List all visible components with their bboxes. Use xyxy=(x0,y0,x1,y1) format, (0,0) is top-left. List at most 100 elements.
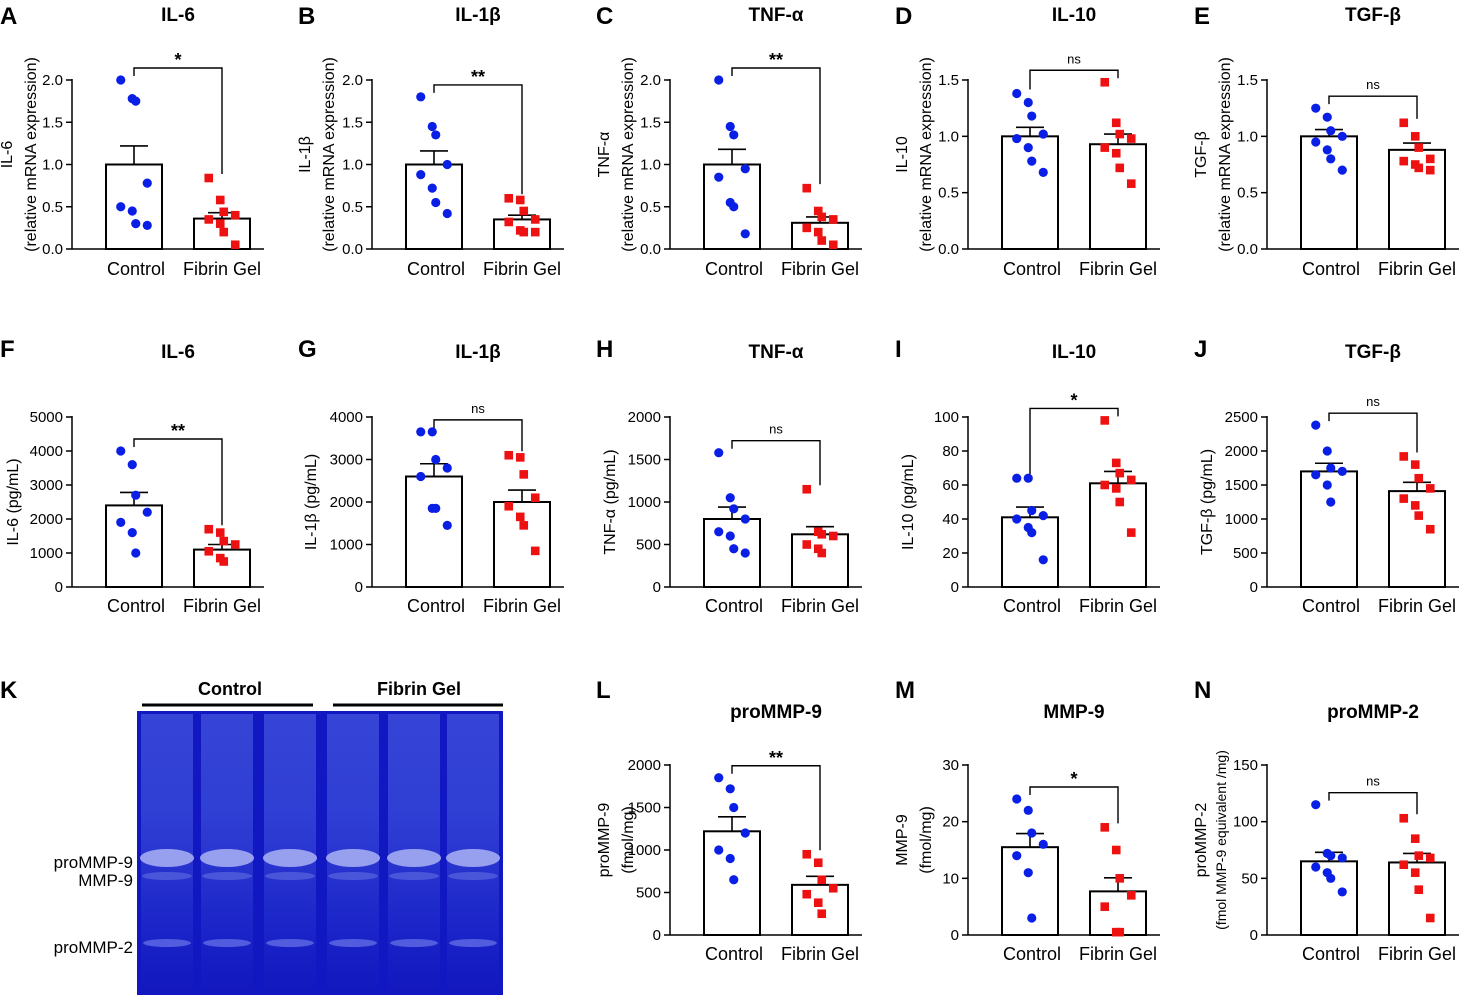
data-point-fibrin-gel xyxy=(802,849,812,859)
gel-lane-5 xyxy=(387,714,441,992)
band-mmp9 xyxy=(142,872,192,880)
panel-title: MMP-9 xyxy=(1043,702,1104,723)
data-point-fibrin-gel xyxy=(817,909,827,919)
significance-label: ** xyxy=(769,748,783,768)
data-point-fibrin-gel xyxy=(504,194,514,203)
y-axis-label-line2: (relative mRNA expression) xyxy=(321,57,338,252)
data-point-control xyxy=(714,845,724,855)
data-point-fibrin-gel xyxy=(1100,143,1110,152)
x-category-label: Control xyxy=(1302,259,1360,279)
gel-band-label-prommp9: proMMP-9 xyxy=(54,853,133,872)
significance-label: ns xyxy=(1366,77,1380,92)
data-point-fibrin-gel xyxy=(1126,891,1136,900)
y-tick-label: 1000 xyxy=(30,545,63,562)
x-category-label: Fibrin Gel xyxy=(183,259,261,279)
y-tick-label: 1500 xyxy=(628,452,661,469)
panel-letter: L xyxy=(596,677,611,704)
significance-label: ns xyxy=(1366,774,1380,789)
y-tick-label: 1.0 xyxy=(640,157,661,174)
bar-control xyxy=(105,504,163,588)
data-point-fibrin-gel xyxy=(1115,927,1125,937)
data-point-control xyxy=(131,219,141,229)
panel-a: A IL-6 IL-6 (relative mRNA expression) 0.0 0.… xyxy=(0,3,264,279)
y-tick-label: 0 xyxy=(355,579,363,596)
data-point-control xyxy=(729,802,739,813)
y-tick-label: 1.5 xyxy=(938,72,959,89)
data-point-fibrin-gel xyxy=(828,240,838,250)
band-prommp9 xyxy=(200,849,254,867)
y-tick-label: 1.5 xyxy=(342,114,363,131)
significance-bracket xyxy=(1328,412,1418,453)
band-prommp2 xyxy=(143,939,191,947)
data-point-control xyxy=(740,164,750,174)
data-point-fibrin-gel xyxy=(828,883,838,893)
data-point-control xyxy=(714,448,724,458)
panel-h: H TNF-α TNF-α (pg/mL) 0 500 1000 1500 2000 Contr… xyxy=(596,336,862,616)
x-category-label: Fibrin Gel xyxy=(1079,596,1157,616)
data-point-control xyxy=(1311,800,1321,810)
significance-bracket xyxy=(1029,69,1119,90)
data-point-control xyxy=(1311,137,1321,147)
data-point-control xyxy=(1322,446,1332,456)
data-point-control xyxy=(1023,97,1033,108)
data-point-control xyxy=(1038,129,1048,139)
data-point-fibrin-gel xyxy=(1111,458,1121,468)
data-point-fibrin-gel xyxy=(1414,473,1424,483)
y-tick-label: 1.5 xyxy=(42,114,63,131)
data-point-control xyxy=(714,773,724,783)
y-tick-label: 80 xyxy=(942,443,959,460)
panel-d: D IL-10 IL-10 (relative mRNA expression) 0.0… xyxy=(894,3,1160,279)
data-point-fibrin-gel xyxy=(519,206,529,216)
panel-title: TNF-α xyxy=(749,5,804,26)
data-point-fibrin-gel xyxy=(230,240,240,250)
panel-m: M MMP-9 MMP-9 (fmol/mg) 0 10 20 30 Control Fibrin… xyxy=(894,677,1160,964)
data-point-control xyxy=(127,528,137,538)
y-tick-label: 500 xyxy=(636,885,661,902)
bar-fibrin-gel xyxy=(1089,143,1147,250)
y-axis-label: IL-1β (pg/mL) xyxy=(303,454,320,550)
data-point-fibrin-gel xyxy=(802,183,812,193)
panel-letter: M xyxy=(895,677,915,704)
x-category-label: Control xyxy=(705,259,763,279)
data-point-fibrin-gel xyxy=(1425,913,1435,923)
y-tick-label: 500 xyxy=(636,537,661,554)
y-axis-label: MMP-9 xyxy=(894,814,911,866)
data-point-control xyxy=(427,427,437,437)
y-tick-label: 2.0 xyxy=(640,72,661,89)
y-tick-label: 0.0 xyxy=(640,241,661,258)
y-tick-label: 0 xyxy=(1250,927,1258,944)
data-point-control xyxy=(725,493,735,503)
data-point-fibrin-gel xyxy=(1410,834,1420,843)
y-tick-label: 1500 xyxy=(628,800,661,817)
data-point-fibrin-gel xyxy=(219,207,229,217)
y-axis-label: IL-1β xyxy=(297,136,314,173)
bar-control xyxy=(1001,135,1059,250)
data-point-control xyxy=(1012,851,1022,861)
data-point-fibrin-gel xyxy=(1100,902,1110,911)
data-point-control xyxy=(725,853,735,864)
data-point-fibrin-gel xyxy=(817,530,827,539)
y-tick-label: 100 xyxy=(934,409,959,426)
data-point-fibrin-gel xyxy=(219,227,229,237)
data-point-fibrin-gel xyxy=(219,557,229,566)
data-point-fibrin-gel xyxy=(1414,885,1424,894)
data-point-control xyxy=(131,490,141,500)
y-tick-label: 100 xyxy=(1233,814,1258,831)
panel-c: C TNF-α TNF-α (relative mRNA expression) 0.0… xyxy=(596,3,862,279)
data-point-control xyxy=(714,527,724,537)
y-tick-label: 40 xyxy=(942,511,959,528)
bar-control xyxy=(405,475,463,588)
data-point-control xyxy=(1311,862,1321,872)
data-point-control xyxy=(1322,480,1332,490)
data-point-control xyxy=(1012,514,1022,524)
data-point-control xyxy=(131,96,141,106)
data-point-fibrin-gel xyxy=(519,521,529,530)
y-tick-label: 0 xyxy=(951,579,959,596)
x-category-label: Fibrin Gel xyxy=(1378,259,1456,279)
gel-group-label-control: Control xyxy=(198,679,262,699)
data-point-fibrin-gel xyxy=(1414,143,1424,152)
gel-band-label-prommp2: proMMP-2 xyxy=(54,938,133,957)
panel-letter: H xyxy=(596,336,613,363)
data-point-fibrin-gel xyxy=(530,546,540,556)
